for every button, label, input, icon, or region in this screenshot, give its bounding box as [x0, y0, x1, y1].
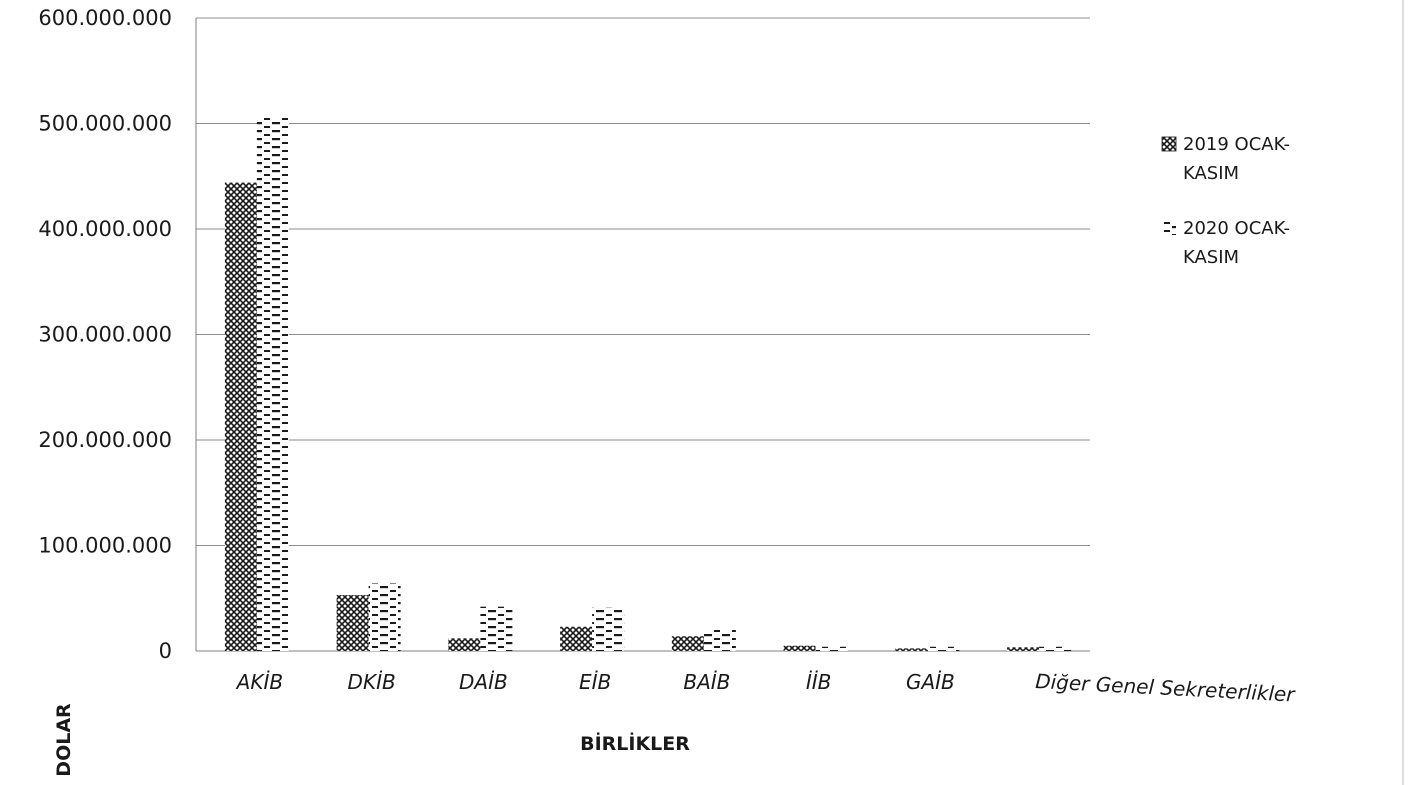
y-tick-label: 500.000.000 [38, 112, 172, 136]
x-tick-label: EİB [579, 670, 611, 694]
bar-2020 [815, 646, 848, 651]
x-tick-label: DKİB [348, 670, 396, 694]
bar-2020 [368, 583, 401, 651]
x-tick-label: DAİB [459, 670, 508, 694]
y-tick-label: 200.000.000 [38, 428, 172, 452]
x-tick-label: Diğer Genel Sekreterlikler [1035, 669, 1297, 707]
bar-2019 [560, 626, 593, 651]
legend-swatch-2019 [1161, 136, 1177, 152]
y-tick-labels: 0 100.000.000 200.000.000 300.000.000 400.00… [38, 6, 172, 663]
bar-2019 [224, 182, 257, 651]
bar-2020 [256, 117, 289, 652]
bar-2019 [783, 645, 816, 651]
bar-2019 [336, 595, 369, 651]
legend-swatch-2020 [1162, 221, 1176, 235]
bar-2020 [927, 646, 960, 651]
legend-label-2019: 2019 OCAK-KASIM [1183, 134, 1290, 184]
x-tick-label: İİB [806, 670, 832, 694]
legend-label-2020: 2020 OCAK-KASIM [1183, 218, 1290, 268]
bar-2020 [592, 607, 625, 651]
y-tick-label: 400.000.000 [38, 217, 172, 241]
gridlines [196, 17, 1090, 652]
x-tick-labels: AKİB DKİB DAİB EİB BAİB İİB GAİB Diğer Genel Se… [235, 669, 1297, 707]
y-tick-label: 600.000.000 [38, 6, 172, 30]
y-tick-label: 100.000.000 [38, 534, 172, 558]
y-axis-title: DOLAR [53, 703, 75, 777]
x-tick-label: GAİB [906, 670, 955, 694]
bar-2019 [1007, 647, 1040, 651]
x-tick-label: AKİB [235, 670, 283, 694]
x-tick-label: BAİB [683, 670, 730, 694]
bar-2020 [1039, 646, 1072, 651]
y-tick-label: 0 [159, 639, 172, 663]
bar-2020 [480, 606, 513, 651]
bar-2019 [671, 636, 704, 651]
y-tick-label: 300.000.000 [38, 323, 172, 347]
bar-2019 [895, 648, 928, 651]
bars [224, 117, 1072, 652]
x-axis-title: BİRLİKLER [580, 731, 690, 755]
bar-2020 [703, 629, 736, 651]
legend: 2019 OCAK-KASIM 2020 OCAK-KASIM [1161, 134, 1290, 268]
bar-2019 [448, 638, 481, 651]
